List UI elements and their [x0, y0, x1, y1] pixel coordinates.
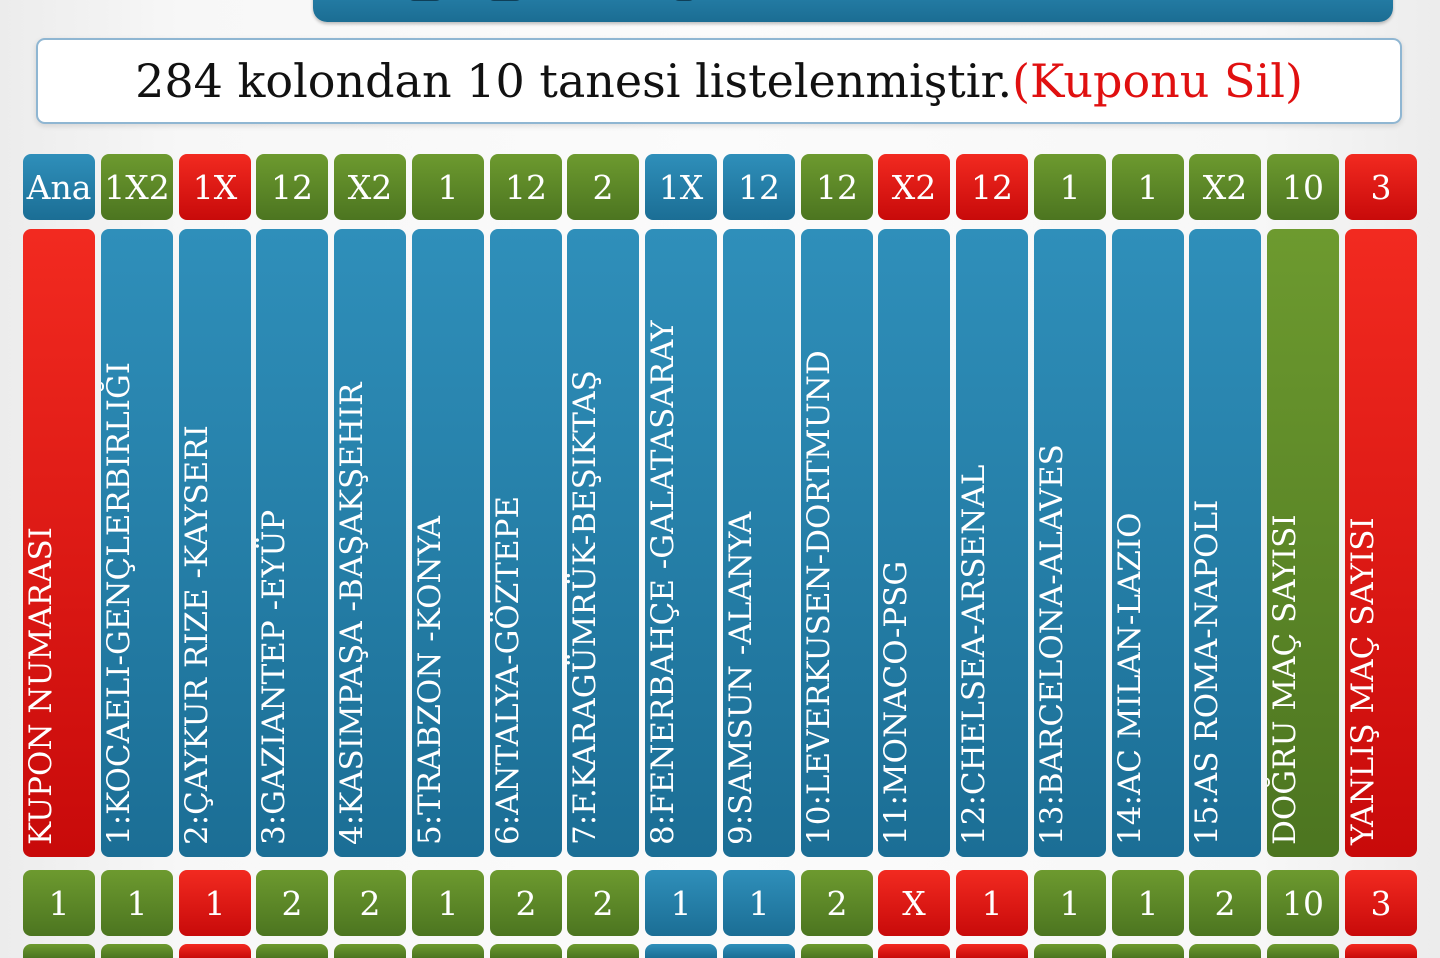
- match-column-header: 12:CHELSEA-ARSENAL: [956, 229, 1028, 857]
- column-label: 9:SAMSUN -ALANYA: [723, 511, 759, 845]
- column-label: KUPON NUMARASI: [23, 526, 59, 845]
- header-prediction-cell[interactable]: 12: [801, 154, 873, 220]
- next-row-cell: [956, 944, 1028, 958]
- header-prediction-cell[interactable]: 1: [1112, 154, 1184, 220]
- column-label: 4:KASIMPAŞA -BAŞAKŞEHIR: [334, 382, 370, 845]
- result-cell: 1: [412, 870, 484, 936]
- result-cell: 1: [645, 870, 717, 936]
- column-label: 2:ÇAYKUR RIZE -KAYSERI: [179, 425, 215, 845]
- header-prediction-cell[interactable]: 1X: [179, 154, 251, 220]
- header-prediction-cell[interactable]: 10: [1267, 154, 1339, 220]
- result-cell: 2: [256, 870, 328, 936]
- next-row-cell: [723, 944, 795, 958]
- column-label: 5:TRABZON -KONYA: [412, 515, 448, 845]
- result-cell: 10: [1267, 870, 1339, 936]
- result-cell: 1: [101, 870, 173, 936]
- next-row-cell: [801, 944, 873, 958]
- result-cell: 2: [490, 870, 562, 936]
- header-prediction-cell[interactable]: 12: [723, 154, 795, 220]
- next-row-cell: [256, 944, 328, 958]
- result-cell: 2: [1189, 870, 1261, 936]
- column-label: 7:F.KARAGÜMRÜK-BEŞIKTAŞ: [567, 370, 603, 845]
- next-row-cell: [645, 944, 717, 958]
- match-column-header: 14:AC MILAN-LAZIO: [1112, 229, 1184, 857]
- header-prediction-cell[interactable]: Ana: [23, 154, 95, 220]
- coupon-info-box: 284 kolondan 10 tanesi listelenmiştir. (K…: [36, 38, 1402, 124]
- header-prediction-cell[interactable]: 12: [956, 154, 1028, 220]
- match-column-header: KUPON NUMARASI: [23, 229, 95, 857]
- header-prediction-cell[interactable]: 2: [567, 154, 639, 220]
- match-column-header: 9:SAMSUN -ALANYA: [723, 229, 795, 857]
- match-column-header: 7:F.KARAGÜMRÜK-BEŞIKTAŞ: [567, 229, 639, 857]
- next-row-cell: [1345, 944, 1417, 958]
- page-header-bar: [313, 0, 1393, 22]
- result-cell: 1: [956, 870, 1028, 936]
- header-prediction-cell[interactable]: 1: [412, 154, 484, 220]
- next-row-cell: [878, 944, 950, 958]
- next-row-cell: [101, 944, 173, 958]
- result-cell: 3: [1345, 870, 1417, 936]
- match-column-header: 13:BARCELONA-ALAVES: [1034, 229, 1106, 857]
- next-row-cell: [1267, 944, 1339, 958]
- result-cell: 1: [1112, 870, 1184, 936]
- match-column-header: DOĞRU MAÇ SAYISI: [1267, 229, 1339, 857]
- next-row-cell: [334, 944, 406, 958]
- column-label: 10:LEVERKUSEN-DORTMUND: [801, 350, 837, 845]
- header-prediction-cell[interactable]: 1X: [645, 154, 717, 220]
- column-label: DOĞRU MAÇ SAYISI: [1267, 514, 1303, 845]
- next-row-cell: [1189, 944, 1261, 958]
- header-prediction-cell[interactable]: 1X2: [101, 154, 173, 220]
- column-label: 6:ANTALYA-GÖZTEPE: [490, 495, 526, 845]
- column-label: 3:GAZIANTEP -EYÜP: [256, 509, 292, 845]
- delete-coupon-link[interactable]: (Kuponu Sil): [1012, 54, 1303, 108]
- column-label: 12:CHELSEA-ARSENAL: [956, 464, 992, 845]
- header-prediction-cell[interactable]: 3: [1345, 154, 1417, 220]
- match-column-header: 8:FENERBAHÇE -GALATASARAY: [645, 229, 717, 857]
- header-prediction-cell[interactable]: 12: [256, 154, 328, 220]
- match-column-header: YANLIŞ MAÇ SAYISI: [1345, 229, 1417, 857]
- result-cell: 2: [334, 870, 406, 936]
- result-cell: 2: [567, 870, 639, 936]
- result-cell: 1: [179, 870, 251, 936]
- result-cell: 2: [801, 870, 873, 936]
- header-prediction-cell[interactable]: X2: [878, 154, 950, 220]
- result-cell: 1: [723, 870, 795, 936]
- header-prediction-cell[interactable]: 12: [490, 154, 562, 220]
- column-label: 14:AC MILAN-LAZIO: [1112, 512, 1148, 845]
- header-prediction-cell[interactable]: X2: [334, 154, 406, 220]
- match-column-header: 3:GAZIANTEP -EYÜP: [256, 229, 328, 857]
- column-label: 11:MONACO-PSG: [878, 560, 914, 845]
- header-prediction-cell[interactable]: X2: [1189, 154, 1261, 220]
- match-column-header: 11:MONACO-PSG: [878, 229, 950, 857]
- match-column-header: 4:KASIMPAŞA -BAŞAKŞEHIR: [334, 229, 406, 857]
- next-row-cell: [567, 944, 639, 958]
- next-row-cell: [179, 944, 251, 958]
- header-prediction-cell[interactable]: 1: [1034, 154, 1106, 220]
- header-text-fragment: [408, 0, 442, 1]
- match-column-header: 15:AS ROMA-NAPOLI: [1189, 229, 1261, 857]
- next-row-cell: [1112, 944, 1184, 958]
- match-column-header: 1:KOCAELI-GENÇLERBIRLIĞI: [101, 229, 173, 857]
- column-label: 13:BARCELONA-ALAVES: [1034, 444, 1070, 845]
- match-column-header: 6:ANTALYA-GÖZTEPE: [490, 229, 562, 857]
- column-label: 1:KOCAELI-GENÇLERBIRLIĞI: [101, 362, 137, 845]
- header-text-fragment: [673, 0, 695, 1]
- next-row-cell: [23, 944, 95, 958]
- result-cell: X: [878, 870, 950, 936]
- match-column-header: 10:LEVERKUSEN-DORTMUND: [801, 229, 873, 857]
- listing-count-text: 284 kolondan 10 tanesi listelenmiştir.: [135, 54, 1013, 108]
- column-label: YANLIŞ MAÇ SAYISI: [1345, 517, 1381, 845]
- next-row-cell: [1034, 944, 1106, 958]
- header-text-fragment: [488, 0, 522, 1]
- column-label: 8:FENERBAHÇE -GALATASARAY: [645, 320, 681, 845]
- next-row-cell: [490, 944, 562, 958]
- match-column-header: 5:TRABZON -KONYA: [412, 229, 484, 857]
- column-label: 15:AS ROMA-NAPOLI: [1189, 499, 1225, 845]
- next-row-cell: [412, 944, 484, 958]
- result-cell: 1: [23, 870, 95, 936]
- result-cell: 1: [1034, 870, 1106, 936]
- match-column-header: 2:ÇAYKUR RIZE -KAYSERI: [179, 229, 251, 857]
